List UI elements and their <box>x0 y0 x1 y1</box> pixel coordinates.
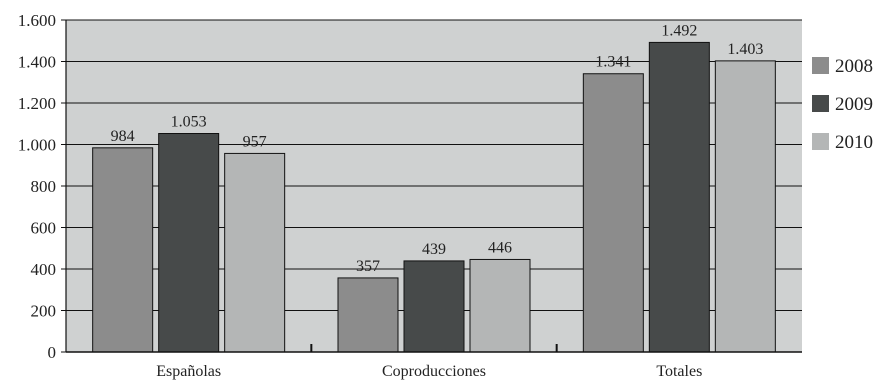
bar-2008-1 <box>337 277 399 353</box>
x-axis-labels: Españolas Coproducciones Totales <box>156 344 702 380</box>
bars <box>92 41 776 353</box>
bar-2009-1 <box>403 260 465 353</box>
data-label: 1.492 <box>661 22 697 39</box>
data-label: 1.403 <box>727 41 763 58</box>
legend-swatch-2008 <box>812 57 829 74</box>
y-tick-label: 400 <box>31 260 57 279</box>
data-label: 357 <box>356 258 380 275</box>
data-label: 446 <box>488 239 512 256</box>
y-tick-label: 600 <box>31 219 57 238</box>
data-label: 957 <box>243 133 267 150</box>
bar-2009-0 <box>158 133 220 353</box>
y-tick-label: 1.200 <box>18 94 56 113</box>
y-tick-label: 200 <box>31 302 57 321</box>
legend-label: 2010 <box>835 132 873 153</box>
legend: 2008 2009 2010 <box>812 56 873 153</box>
legend-label: 2009 <box>835 94 873 115</box>
x-category-label: Totales <box>656 363 702 380</box>
bar-2010-2 <box>714 60 776 353</box>
data-label: 439 <box>422 241 446 258</box>
data-label: 984 <box>111 128 135 145</box>
y-tick-label: 800 <box>31 177 57 196</box>
y-tick-label: 1.000 <box>18 136 56 155</box>
bar-2008-0 <box>92 147 154 353</box>
x-category-label: Coproducciones <box>382 363 486 380</box>
bar-2009-2 <box>648 41 710 353</box>
data-label: 1.341 <box>595 54 631 71</box>
y-tick-label: 1.400 <box>18 53 56 72</box>
data-label: 1.053 <box>171 114 207 131</box>
legend-label: 2008 <box>835 56 873 77</box>
bar-2010-1 <box>469 258 531 353</box>
bar-2008-2 <box>582 73 644 353</box>
bar-2010-0 <box>224 152 286 353</box>
legend-swatch-2010 <box>812 133 829 150</box>
x-category-label: Españolas <box>156 363 221 380</box>
y-axis-ticks: 0 200 400 600 800 1.000 1.200 1.400 1.600 <box>18 11 66 362</box>
legend-swatch-2009 <box>812 95 829 112</box>
data-labels: 984 1.053 957 357 439 446 1.341 1.492 1.403 <box>111 22 764 275</box>
y-tick-label: 0 <box>48 343 57 362</box>
y-tick-label: 1.600 <box>18 11 56 30</box>
